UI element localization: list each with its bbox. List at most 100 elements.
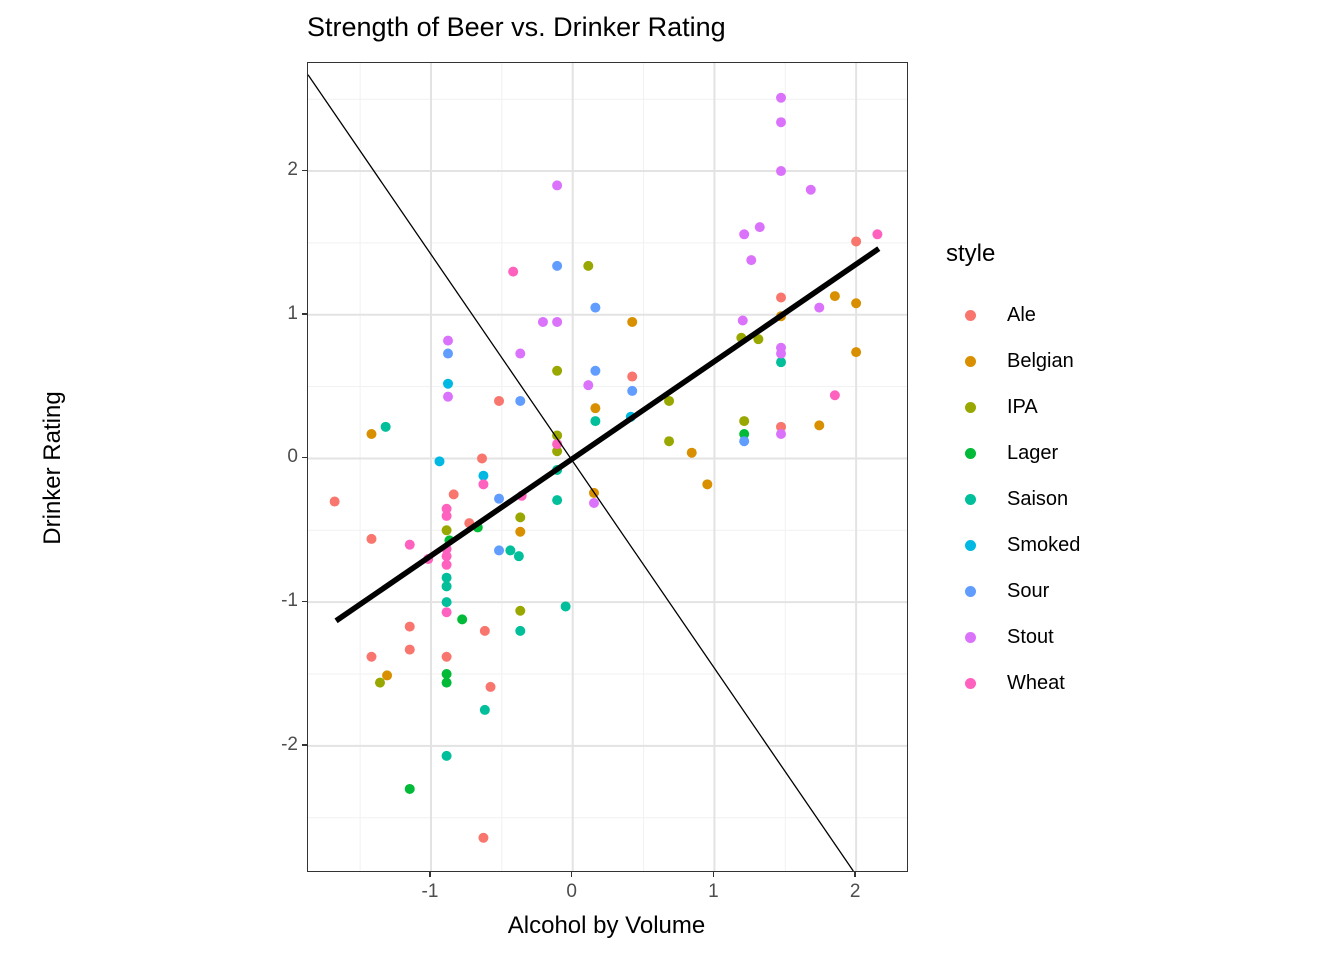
- data-point-ale: [479, 625, 490, 636]
- data-point-belgian: [515, 526, 526, 537]
- x-axis-tick-label: 2: [849, 881, 861, 902]
- data-point-wheat: [872, 229, 883, 240]
- data-point-stout: [737, 315, 748, 326]
- data-point-ipa: [552, 430, 563, 441]
- data-point-sour: [494, 545, 505, 556]
- data-point-saison: [441, 581, 452, 592]
- plot-panel: [307, 62, 908, 872]
- data-point-saison: [776, 357, 787, 368]
- data-point-saison: [552, 495, 563, 506]
- legend-item-smoked: Smoked: [946, 522, 1080, 568]
- data-point-belgian: [686, 447, 697, 458]
- data-point-saison: [441, 750, 452, 761]
- data-point-belgian: [829, 291, 840, 302]
- y-axis-tick-label: 2: [287, 159, 298, 181]
- data-point-ale: [366, 651, 377, 662]
- plot-canvas: [308, 63, 907, 871]
- data-point-sour: [590, 302, 601, 313]
- legend-label: Lager: [1007, 441, 1059, 464]
- data-point-saison: [560, 601, 571, 612]
- data-point-ipa: [753, 334, 764, 345]
- data-point-belgian: [851, 347, 862, 358]
- legend-item-sour: Sour: [946, 568, 1080, 614]
- data-point-ale: [366, 533, 377, 544]
- y-axis-tick: [302, 456, 307, 459]
- data-point-ipa: [515, 512, 526, 523]
- legend-label: Belgian: [1007, 349, 1074, 372]
- y-axis-tick: [302, 313, 307, 315]
- y-axis-tick-label: 1: [287, 302, 298, 324]
- data-point-stout: [776, 166, 787, 177]
- legend-item-lager: Lager: [946, 430, 1080, 476]
- data-point-ale: [776, 292, 787, 303]
- data-point-sour: [443, 348, 454, 359]
- data-point-sour: [590, 365, 601, 376]
- regression-line: [334, 246, 881, 624]
- data-point-ipa: [552, 446, 563, 457]
- data-point-ipa: [739, 416, 750, 427]
- data-point-wheat: [441, 559, 452, 570]
- x-axis-tick: [854, 872, 856, 877]
- data-point-stout: [776, 429, 787, 440]
- data-point-saison: [505, 545, 516, 556]
- data-point-ipa: [664, 436, 675, 447]
- legend-item-wheat: Wheat: [946, 660, 1080, 706]
- legend-label: Ale: [1007, 303, 1036, 326]
- data-point-smoked: [434, 456, 445, 467]
- legend-key-dot: [965, 677, 976, 689]
- data-point-ipa: [583, 260, 594, 271]
- data-point-saison: [515, 625, 526, 636]
- data-point-sour: [739, 436, 750, 447]
- data-point-stout: [443, 391, 454, 402]
- legend-item-belgian: Belgian: [946, 338, 1080, 384]
- data-point-stout: [588, 497, 599, 508]
- data-point-lager: [457, 614, 468, 625]
- legend: style Ale Belgian IPA Lager Saison Smoked Sour…: [946, 240, 1080, 706]
- data-point-ale: [851, 236, 862, 247]
- data-point-stout: [776, 348, 787, 359]
- data-point-sour: [515, 395, 526, 406]
- data-point-saison: [441, 572, 452, 583]
- data-point-belgian: [590, 403, 601, 414]
- data-point-stout: [814, 302, 825, 313]
- legend-item-ipa: IPA: [946, 384, 1080, 430]
- legend-label: Wheat: [1007, 671, 1065, 694]
- x-axis-tick: [712, 872, 715, 877]
- data-point-stout: [515, 348, 526, 359]
- x-axis-tick-label: -1: [421, 881, 439, 902]
- legend-key-dot: [965, 401, 976, 413]
- data-point-ale: [494, 395, 505, 406]
- data-point-sour: [627, 385, 638, 396]
- data-point-stout: [776, 92, 787, 103]
- legend-label: Saison: [1007, 487, 1069, 510]
- y-axis-tick: [302, 744, 307, 746]
- x-axis-tick: [570, 872, 573, 877]
- data-point-ale: [485, 681, 496, 692]
- legend-title: style: [946, 240, 996, 267]
- data-point-wheat: [441, 551, 452, 562]
- data-point-ipa: [664, 395, 675, 406]
- legend-key-dot: [965, 539, 976, 551]
- legend-key-dot: [965, 355, 976, 367]
- x-axis-tick-label: 0: [566, 881, 577, 902]
- data-point-belgian: [382, 670, 393, 681]
- data-point-ipa: [515, 605, 526, 616]
- data-point-ale: [448, 489, 459, 500]
- data-point-saison: [590, 416, 601, 427]
- data-point-wheat: [441, 503, 452, 514]
- x-axis-tick: [429, 872, 431, 877]
- data-point-ale: [477, 453, 488, 464]
- data-point-stout: [754, 222, 765, 233]
- data-point-ipa: [441, 525, 452, 536]
- data-point-ale: [329, 496, 340, 507]
- legend-item-saison: Saison: [946, 476, 1080, 522]
- data-point-saison: [441, 597, 452, 608]
- data-point-belgian: [814, 420, 825, 431]
- data-point-lager: [441, 668, 452, 679]
- data-point-belgian: [851, 298, 862, 309]
- data-point-wheat: [441, 510, 452, 521]
- data-point-ale: [404, 621, 415, 632]
- data-point-lager: [404, 783, 415, 794]
- data-point-wheat: [478, 479, 489, 490]
- legend-label: Sour: [1007, 579, 1050, 602]
